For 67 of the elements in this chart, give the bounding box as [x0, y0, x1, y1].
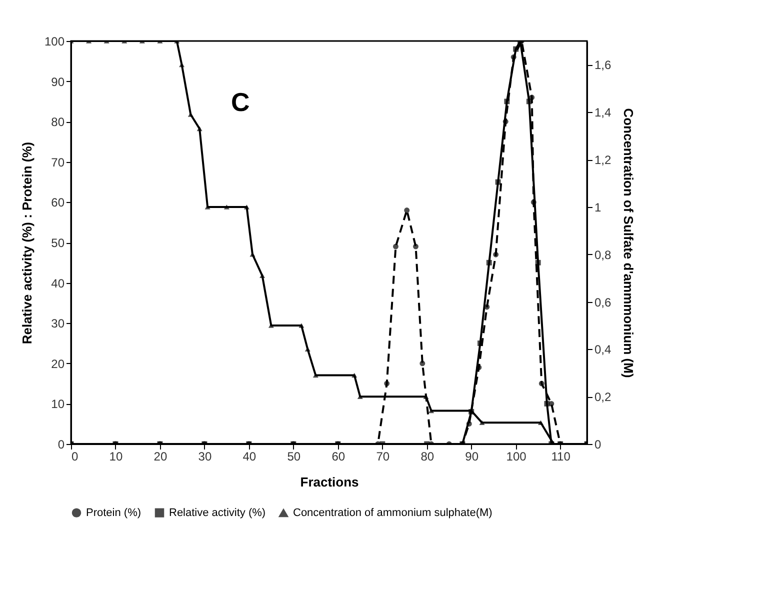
point: [495, 179, 501, 185]
legend-label: Relative activity (%): [169, 506, 266, 519]
legend-label: Concentration of ammonium sulphate(M): [293, 507, 492, 520]
x-axis-title: Fractions: [300, 474, 359, 490]
x-tick-label: 80: [420, 450, 434, 464]
y2-tick-label: 0: [594, 438, 602, 452]
y2-tick-label: 0,2: [594, 390, 612, 404]
y-tick-label: 10: [51, 397, 65, 412]
point: [526, 98, 532, 104]
x-tick-label: 60: [332, 450, 346, 464]
x-tick-label: 10: [109, 450, 123, 464]
y-tick-label: 100: [44, 34, 65, 48]
y-tick-label: 0: [58, 438, 65, 452]
point: [404, 208, 410, 213]
point: [244, 204, 250, 210]
point: [384, 380, 390, 386]
y-tick-label: 30: [51, 316, 65, 331]
x-tick-label: 0: [72, 450, 78, 464]
point: [476, 364, 482, 370]
point: [224, 204, 230, 210]
point: [413, 244, 418, 250]
annotation: C: [231, 87, 250, 117]
point: [493, 252, 499, 258]
point: [260, 273, 266, 278]
x-tick-label: 90: [465, 450, 479, 464]
y-axis-title: Relative activity (%) : Protein (%): [19, 142, 34, 344]
x-tick-label: 30: [198, 450, 212, 464]
point: [298, 323, 304, 328]
point: [510, 54, 516, 60]
point: [513, 46, 519, 52]
point: [196, 126, 202, 132]
point: [504, 98, 510, 104]
y-tick-label: 50: [51, 236, 65, 250]
y2-tick-label: 0,4: [594, 342, 612, 357]
point: [352, 372, 358, 378]
x-tick-label: 50: [287, 450, 301, 464]
point: [478, 340, 483, 346]
y2-tick-label: 1,4: [594, 106, 612, 120]
y2-tick-label: 1,2: [594, 153, 612, 168]
x-tick-label: 70: [376, 450, 390, 464]
y2-tick-label: 1,6: [594, 58, 612, 72]
point: [538, 420, 544, 426]
y-tick-label: 70: [51, 155, 65, 170]
point: [466, 421, 472, 427]
y-tick-label: 20: [51, 356, 65, 371]
point: [420, 360, 426, 366]
x-tick-label: 110: [551, 450, 571, 464]
y2-tick-label: 0,6: [594, 295, 612, 310]
y2-axis-title: Concentration of Sulfate d'ammmonium (M): [621, 108, 636, 378]
point: [544, 400, 550, 406]
y-tick-label: 40: [51, 276, 65, 290]
point: [479, 420, 485, 426]
legend-label: Protein (%): [86, 506, 142, 519]
point: [530, 199, 536, 205]
point: [535, 260, 541, 266]
y-tick-label: 90: [51, 74, 65, 89]
y2-tick-label: 0,8: [594, 248, 612, 262]
point: [486, 260, 492, 266]
point: [538, 380, 544, 386]
point: [392, 244, 398, 250]
y-tick-label: 60: [51, 196, 65, 210]
y2-tick-label: 1: [594, 200, 602, 214]
x-tick-label: 20: [154, 450, 168, 464]
x-tick-label: 40: [242, 450, 256, 464]
x-tick-label: 100: [506, 450, 527, 464]
point: [502, 118, 508, 124]
y-tick-label: 80: [51, 115, 65, 130]
